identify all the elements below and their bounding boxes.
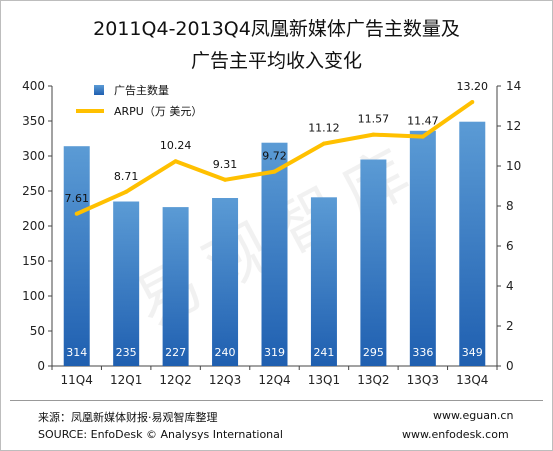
bar-value-label: 349 (462, 346, 483, 359)
x-tick-label: 13Q3 (407, 373, 439, 387)
chart-title-line2: 广告主平均收入变化 (190, 50, 362, 72)
arpu-value-label: 7.61 (64, 192, 89, 205)
website-link-2[interactable]: www.enfodesk.com (402, 428, 509, 441)
arpu-point (74, 211, 79, 216)
y-left-tick-label: 350 (22, 114, 45, 128)
bar-value-label: 319 (264, 346, 285, 359)
bar-value-label: 235 (116, 346, 137, 359)
y-left-tick-label: 150 (22, 254, 45, 268)
bar-value-label: 336 (412, 346, 433, 359)
y-right-tick-label: 10 (506, 159, 521, 173)
bar (459, 121, 486, 366)
y-left-tick-label: 300 (22, 149, 45, 163)
y-right-tick-label: 12 (506, 119, 521, 133)
y-left-tick-label: 250 (22, 184, 45, 198)
x-tick-label: 12Q3 (209, 373, 241, 387)
arpu-value-label: 10.24 (160, 139, 192, 152)
arpu-value-label: 11.47 (407, 115, 439, 128)
bar (360, 159, 387, 366)
arpu-value-label: 9.72 (262, 150, 287, 163)
y-left-tick-label: 100 (22, 289, 45, 303)
footer-divider (10, 400, 543, 401)
arpu-value-label: 11.12 (308, 122, 340, 135)
arpu-value-label: 13.20 (457, 80, 489, 93)
bar (113, 201, 140, 366)
bar-value-label: 240 (215, 346, 236, 359)
bar (63, 146, 90, 366)
arpu-point (321, 141, 326, 146)
x-tick-label: 13Q4 (456, 373, 488, 387)
arpu-point (272, 169, 277, 174)
bar-value-label: 241 (313, 346, 334, 359)
y-left-tick-label: 400 (22, 79, 45, 93)
chart: 0 50 100 150 200 250 300 350 400 0 2 4 6 8 10 12 14 11Q4 1… (22, 79, 521, 387)
y-left-tick-label: 50 (30, 324, 45, 338)
legend-line-label: ARPU（万 美元） (114, 105, 202, 118)
x-tick-label: 12Q4 (258, 373, 290, 387)
bar (310, 197, 337, 366)
x-tick-label: 13Q2 (357, 373, 389, 387)
website-link[interactable]: www.eguan.cn (433, 409, 514, 422)
y-right-tick-label: 8 (506, 199, 514, 213)
y-right-tick-label: 0 (506, 359, 514, 373)
y-right-tick-label: 14 (506, 79, 521, 93)
arpu-value-label: 9.31 (213, 158, 238, 171)
arpu-point (371, 132, 376, 137)
y-left-tick-label: 0 (37, 359, 45, 373)
arpu-point (470, 100, 475, 104)
source-en: SOURCE: EnfoDesk © Analysys Internationa… (38, 428, 283, 441)
bar-value-label: 227 (165, 346, 186, 359)
bar (261, 142, 288, 366)
bar-value-label: 314 (66, 346, 87, 359)
y-right-tick-label: 2 (506, 319, 514, 333)
y-left-tick-label: 200 (22, 219, 45, 233)
arpu-value-label: 8.71 (114, 170, 139, 183)
arpu-point (124, 189, 129, 194)
legend-bar-swatch (94, 85, 104, 95)
x-tick-label: 11Q4 (61, 373, 93, 387)
arpu-value-label: 11.57 (358, 113, 390, 126)
y-right-tick-label: 4 (506, 279, 514, 293)
source-cn: 来源：凤凰新媒体财报·易观智库整理 (38, 411, 218, 424)
legend: 广告主数量 ARPU（万 美元） (76, 84, 202, 118)
x-tick-label: 13Q1 (308, 373, 340, 387)
legend-bar-label: 广告主数量 (114, 84, 169, 97)
chart-title-line1: 2011Q4-2013Q4凤凰新媒体广告主数量及 (93, 18, 460, 40)
arpu-point (223, 177, 228, 182)
bar (212, 198, 239, 366)
bar-value-label: 295 (363, 346, 384, 359)
bar (409, 130, 436, 366)
x-tick-label: 12Q2 (159, 373, 191, 387)
arpu-point (420, 134, 425, 139)
x-tick-label: 12Q1 (110, 373, 142, 387)
bar (162, 207, 189, 366)
arpu-point (173, 159, 178, 164)
y-right-tick-label: 6 (506, 239, 514, 253)
